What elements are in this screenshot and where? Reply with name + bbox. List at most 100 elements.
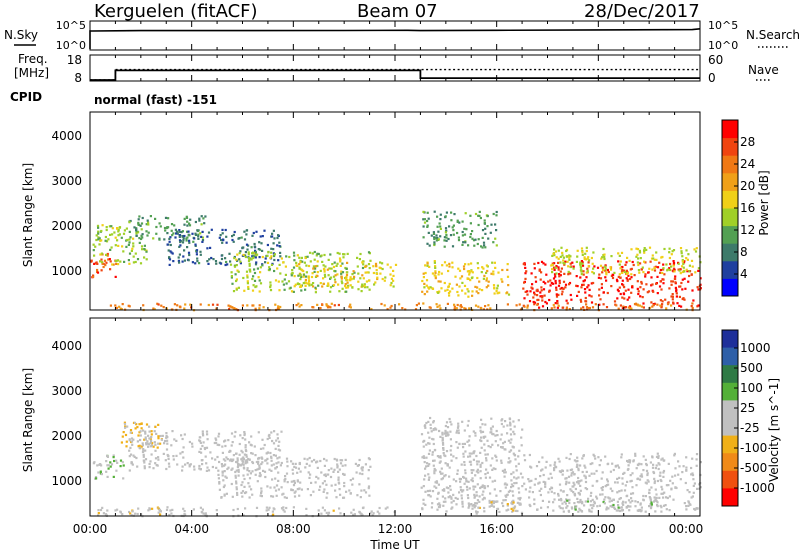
data-cell: [422, 210, 425, 213]
data-cell: [277, 479, 280, 482]
data-cell: [258, 290, 261, 293]
data-cell: [300, 256, 303, 259]
data-cell: [492, 270, 495, 273]
data-cell: [601, 271, 604, 274]
data-cell: [427, 473, 430, 476]
data-cell: [430, 234, 433, 237]
data-cell: [454, 496, 457, 500]
data-cell: [552, 509, 555, 512]
data-cell: [270, 251, 273, 254]
data-cell: [640, 305, 643, 308]
data-cell: [235, 480, 238, 483]
data-cell: [558, 273, 561, 276]
data-cell: [364, 463, 367, 466]
data-cell: [250, 258, 253, 261]
data-cell: [186, 462, 189, 465]
data-cell: [576, 294, 579, 297]
data-cell: [222, 239, 225, 242]
data-cell: [665, 307, 668, 310]
data-cell: [245, 459, 248, 462]
data-cell: [441, 433, 444, 436]
data-cell: [183, 433, 186, 436]
data-cell: [617, 275, 620, 278]
data-cell: [683, 277, 686, 280]
data-cell: [362, 277, 365, 280]
data-cell: [463, 233, 467, 236]
data-cell: [198, 219, 201, 222]
data-cell: [462, 446, 465, 449]
data-cell: [566, 505, 569, 508]
data-cell: [326, 492, 329, 495]
data-cell: [579, 489, 582, 492]
data-cell: [243, 485, 246, 488]
data-cell: [246, 248, 249, 251]
data-cell: [603, 256, 606, 259]
data-cell: [504, 471, 507, 474]
data-cell: [254, 454, 257, 457]
data-cell: [655, 493, 658, 496]
data-cell: [345, 273, 349, 277]
data-cell: [258, 241, 261, 244]
data-cell: [389, 273, 392, 276]
velocity-colorbar-tick-label: 1000: [740, 341, 771, 355]
data-cell: [484, 305, 487, 308]
data-cell: [251, 255, 254, 258]
data-cell: [638, 271, 641, 274]
data-cell: [178, 261, 181, 264]
data-cell: [166, 232, 169, 235]
data-cell: [148, 462, 151, 466]
data-cell: [101, 506, 104, 509]
data-cell: [314, 291, 317, 294]
data-cell: [466, 424, 469, 427]
data-cell: [422, 455, 425, 458]
data-cell: [485, 277, 488, 280]
data-cell: [292, 506, 295, 509]
data-cell: [600, 283, 603, 286]
data-cell: [601, 471, 604, 474]
data-cell: [597, 276, 600, 279]
data-cell: [635, 247, 638, 250]
data-cell: [535, 465, 539, 468]
data-cell: [313, 258, 316, 261]
data-cell: [185, 239, 188, 242]
data-cell: [173, 438, 176, 441]
cpid-label: CPID: [10, 90, 42, 104]
data-cell: [279, 272, 282, 275]
data-cell: [459, 486, 462, 489]
data-cell: [157, 437, 160, 440]
data-cell: [119, 459, 123, 462]
data-cell: [565, 456, 568, 459]
data-cell: [429, 495, 432, 498]
data-cell: [321, 285, 324, 288]
data-cell: [577, 510, 580, 513]
data-cell: [476, 276, 479, 280]
data-cell: [559, 497, 563, 501]
data-cell: [200, 215, 203, 218]
data-cell: [165, 448, 169, 451]
data-cell: [437, 273, 440, 276]
data-cell: [390, 304, 393, 308]
data-cell: [529, 290, 532, 293]
data-cell: [296, 254, 299, 257]
data-cell: [290, 488, 293, 491]
data-cell: [461, 505, 464, 508]
data-cell: [241, 451, 244, 454]
data-cell: [236, 457, 239, 460]
data-cell: [444, 431, 447, 435]
data-cell: [670, 253, 673, 256]
nave-tick-top: 60: [708, 53, 723, 67]
data-cell: [482, 277, 485, 280]
data-cell: [490, 501, 493, 504]
data-cell: [480, 307, 483, 310]
data-cell: [472, 458, 475, 461]
data-cell: [651, 456, 654, 459]
data-cell: [217, 469, 220, 472]
data-cell: [333, 261, 336, 264]
nsearch-tick-bottom: 10^0: [708, 39, 738, 52]
data-cell: [293, 495, 297, 498]
data-cell: [458, 491, 461, 494]
data-cell: [269, 281, 272, 284]
data-cell: [638, 304, 641, 307]
data-cell: [231, 235, 234, 238]
data-cell: [131, 443, 134, 446]
